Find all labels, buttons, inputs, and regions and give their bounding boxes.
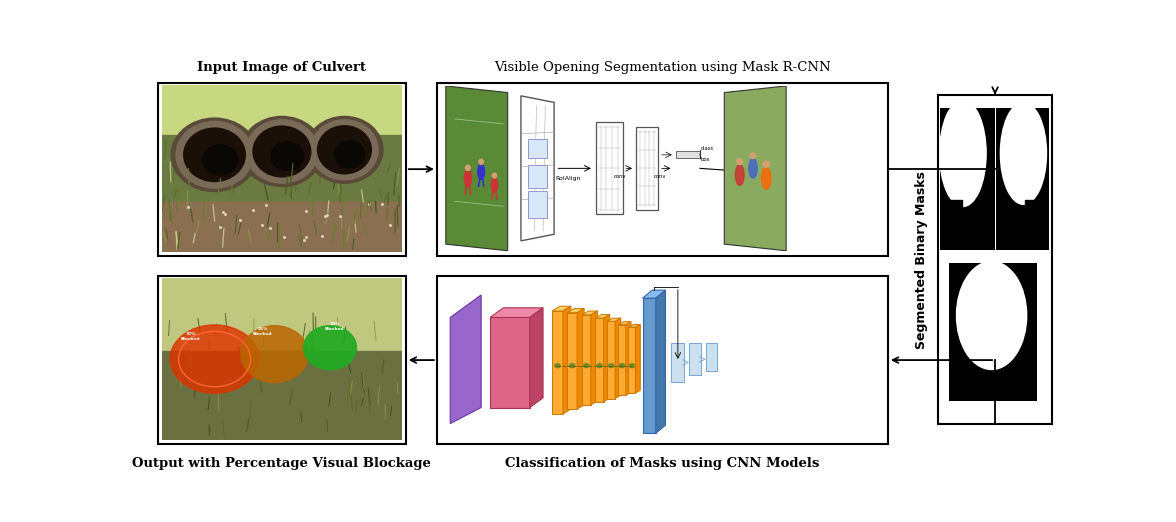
Bar xyxy=(158,276,406,445)
Text: Visible Opening Segmentation using Mask R-CNN: Visible Opening Segmentation using Mask … xyxy=(494,61,830,74)
Text: Input Image of Culvert: Input Image of Culvert xyxy=(198,61,367,74)
Bar xyxy=(436,276,888,445)
Bar xyxy=(158,82,406,256)
Text: Output with Percentage Visual Blockage: Output with Percentage Visual Blockage xyxy=(133,457,432,470)
Bar xyxy=(938,95,1053,424)
Bar xyxy=(436,82,888,256)
Text: Segmented Binary Masks: Segmented Binary Masks xyxy=(915,171,928,349)
Text: Classification of Masks using CNN Models: Classification of Masks using CNN Models xyxy=(506,457,820,470)
